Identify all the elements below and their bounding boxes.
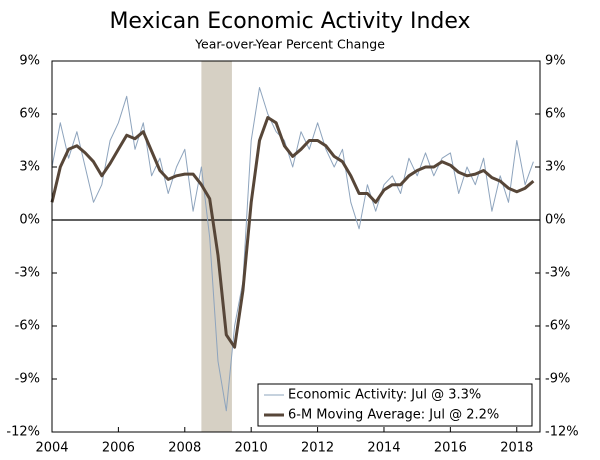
x-tick-label: 2016: [434, 441, 467, 456]
y2-tick-label: 3%: [545, 160, 566, 175]
y-tick-label: -6%: [15, 319, 40, 334]
legend-label: 6-M Moving Average: Jul @ 2.2%: [288, 408, 499, 423]
x-tick-label: 2012: [301, 441, 334, 456]
y-tick-label: 9%: [19, 54, 40, 69]
y2-tick-label: 6%: [545, 107, 566, 122]
chart-title: Mexican Economic Activity Index: [109, 9, 470, 34]
x-tick-label: 2014: [367, 441, 400, 456]
y-tick-label: 6%: [19, 107, 40, 122]
y2-tick-label: -6%: [545, 319, 570, 334]
y2-tick-label: -9%: [545, 372, 570, 387]
x-tick-label: 2018: [500, 441, 533, 456]
plot-frame: [51, 60, 541, 433]
x-tick-label: 2010: [235, 441, 268, 456]
chart-subtitle: Year-over-Year Percent Change: [194, 37, 385, 52]
y2-tick-label: 0%: [545, 213, 566, 228]
legend-label: Economic Activity: Jul @ 3.3%: [288, 388, 481, 403]
y-tick-label: 0%: [19, 213, 40, 228]
x-tick-label: 2004: [35, 441, 68, 456]
y-tick-label: -9%: [15, 372, 40, 387]
y2-tick-label: -3%: [545, 266, 570, 281]
y-tick-label: 3%: [19, 160, 40, 175]
legend-box: [257, 383, 533, 427]
series-line: [50, 116, 535, 349]
series-line: [51, 87, 534, 412]
y-tick-label: -3%: [15, 266, 40, 281]
x-tick-label: 2008: [168, 441, 201, 456]
x-tick-label: 2006: [102, 441, 135, 456]
y-tick-label: -12%: [6, 425, 40, 440]
y2-tick-label: -12%: [545, 425, 579, 440]
y2-tick-label: 9%: [545, 54, 566, 69]
